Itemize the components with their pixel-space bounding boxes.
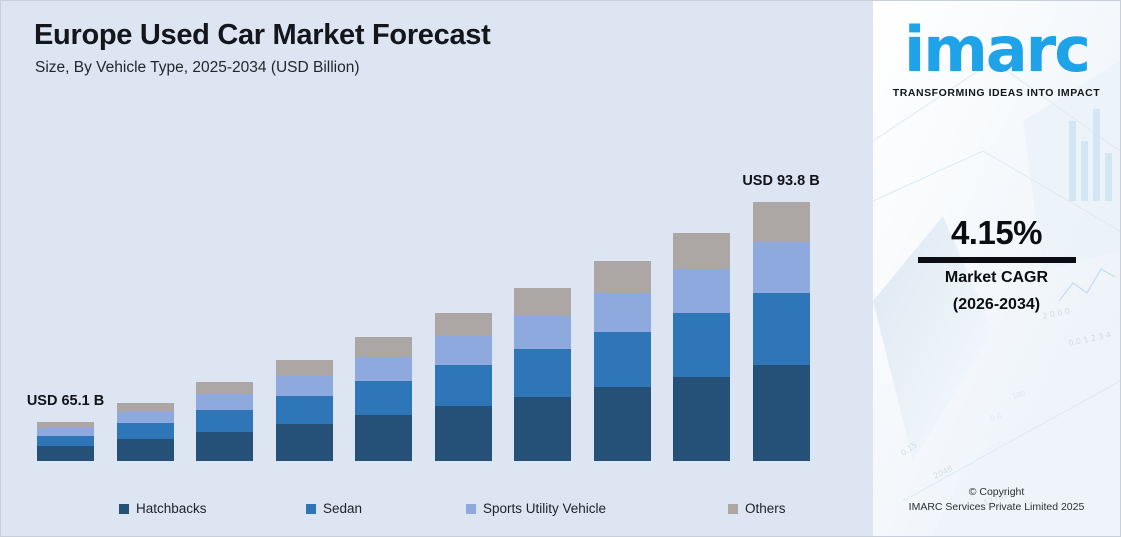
bar-segment-sports-utility-vehicle-2027	[196, 394, 253, 410]
bar-segment-hatchbacks-2032	[593, 387, 651, 461]
bar-2031	[514, 288, 571, 461]
bar-segment-sedan-2026	[116, 423, 174, 440]
bar-segment-sports-utility-vehicle-2026	[116, 411, 174, 424]
legend-item-sedan[interactable]: Sedan	[306, 501, 362, 516]
cagr-label: Market CAGR	[944, 269, 1049, 286]
page-subtitle: Size, By Vehicle Type, 2025-2034 (USD Bi…	[35, 59, 360, 76]
bar-segment-others-2029	[355, 337, 412, 357]
bar-segment-sedan-2027	[196, 409, 253, 432]
cagr-value: 4.15%	[950, 214, 1043, 251]
legend-swatch-icon	[119, 503, 129, 514]
bar-2027	[196, 381, 253, 461]
plot-area: 2025202620272028202920302031203220332034…	[1, 101, 873, 461]
bar-segment-others-2026	[116, 402, 174, 412]
bar-segment-others-2028	[275, 360, 333, 377]
bar-segment-sedan-2025	[37, 435, 94, 447]
bar-segment-hatchbacks-2029	[355, 415, 412, 461]
cagr-divider	[918, 257, 1076, 263]
bar-segment-sports-utility-vehicle-2032	[593, 292, 651, 332]
imarc-logo: imarc TRANSFORMING IDEAS INTO IMPACT	[873, 13, 1120, 100]
bar-2028	[275, 360, 333, 461]
bar-2026	[116, 402, 174, 461]
copyright-line-2: IMARC Services Private Limited 2025	[908, 501, 1085, 514]
value-label-2034: USD 93.8 B	[742, 172, 820, 189]
chart-legend: Hatchbacks Sedan Sports Utility Vehicle Oth…	[1, 501, 873, 527]
bar-2025	[37, 421, 94, 461]
legend-item-hatchbacks[interactable]: Hatchbacks	[119, 501, 207, 516]
legend-label: Others	[745, 501, 786, 516]
bar-2034	[752, 201, 810, 461]
bar-segment-sedan-2034	[752, 292, 810, 365]
bar-segment-sedan-2032	[593, 331, 651, 388]
bar-segment-hatchbacks-2031	[514, 397, 571, 461]
bar-segment-others-2031	[514, 288, 571, 316]
bar-segment-sports-utility-vehicle-2034	[752, 242, 810, 293]
cagr-period: (2026-2034)	[952, 296, 1041, 313]
bar-segment-sedan-2033	[673, 313, 730, 377]
bar-segment-hatchbacks-2027	[196, 431, 253, 461]
legend-swatch-icon	[466, 503, 476, 514]
legend-swatch-icon	[306, 503, 316, 514]
imarc-tagline: TRANSFORMING IDEAS INTO IMPACT	[892, 87, 1101, 99]
legend-item-sports-utility-vehicle[interactable]: Sports Utility Vehicle	[466, 501, 606, 516]
bar-segment-sedan-2031	[514, 349, 571, 398]
value-label-2025: USD 65.1 B	[26, 392, 105, 409]
bar-segment-hatchbacks-2028	[275, 423, 333, 461]
copyright-line-1: © Copyright	[968, 486, 1025, 498]
bar-segment-others-2033	[673, 233, 730, 269]
bar-segment-others-2027	[196, 381, 253, 395]
legend-item-others[interactable]: Others	[728, 501, 786, 516]
svg-text:0.0: 0.0	[989, 412, 1002, 423]
bar-segment-sedan-2029	[355, 381, 412, 416]
bar-segment-hatchbacks-2026	[116, 439, 174, 461]
chart-panel: Europe Used Car Market Forecast Size, By…	[1, 1, 873, 536]
legend-label: Hatchbacks	[136, 501, 207, 516]
bar-segment-hatchbacks-2030	[434, 406, 492, 461]
bar-segment-sports-utility-vehicle-2031	[514, 315, 571, 350]
svg-text:100: 100	[1011, 389, 1026, 401]
brand-panel: 0.0 1 2 3 4 2 0 0 0 0.15 12768 2048 0.0 …	[873, 1, 1120, 536]
bar-segment-hatchbacks-2033	[673, 376, 730, 461]
bar-segment-sports-utility-vehicle-2029	[355, 356, 412, 382]
bar-segment-others-2034	[752, 201, 810, 243]
bar-2033	[673, 233, 730, 461]
bar-segment-sports-utility-vehicle-2030	[434, 336, 492, 366]
imarc-wordmark: imarc	[903, 13, 1091, 86]
bar-segment-others-2032	[593, 261, 651, 293]
page-title: Europe Used Car Market Forecast	[34, 19, 491, 51]
bar-segment-sports-utility-vehicle-2033	[673, 268, 730, 314]
bar-2030	[434, 312, 492, 461]
bar-2029	[355, 337, 412, 461]
bar-segment-others-2030	[434, 312, 492, 337]
copyright-notice: © Copyright IMARC Services Private Limit…	[873, 485, 1120, 515]
bar-segment-hatchbacks-2025	[37, 446, 94, 461]
bar-segment-sedan-2028	[275, 395, 333, 424]
bar-segment-sports-utility-vehicle-2025	[37, 428, 94, 436]
legend-label: Sedan	[323, 501, 363, 516]
bar-2032	[593, 261, 651, 461]
bar-segment-sports-utility-vehicle-2028	[275, 376, 333, 396]
brand-background-graphic: 0.0 1 2 3 4 2 0 0 0 0.15 12768 2048 0.0 …	[873, 1, 1120, 536]
legend-swatch-icon	[728, 503, 738, 514]
bar-segment-hatchbacks-2034	[752, 364, 810, 461]
bar-segment-others-2025	[37, 421, 94, 429]
bar-segment-sedan-2030	[434, 365, 492, 407]
legend-label: Sports Utility Vehicle	[483, 501, 607, 516]
